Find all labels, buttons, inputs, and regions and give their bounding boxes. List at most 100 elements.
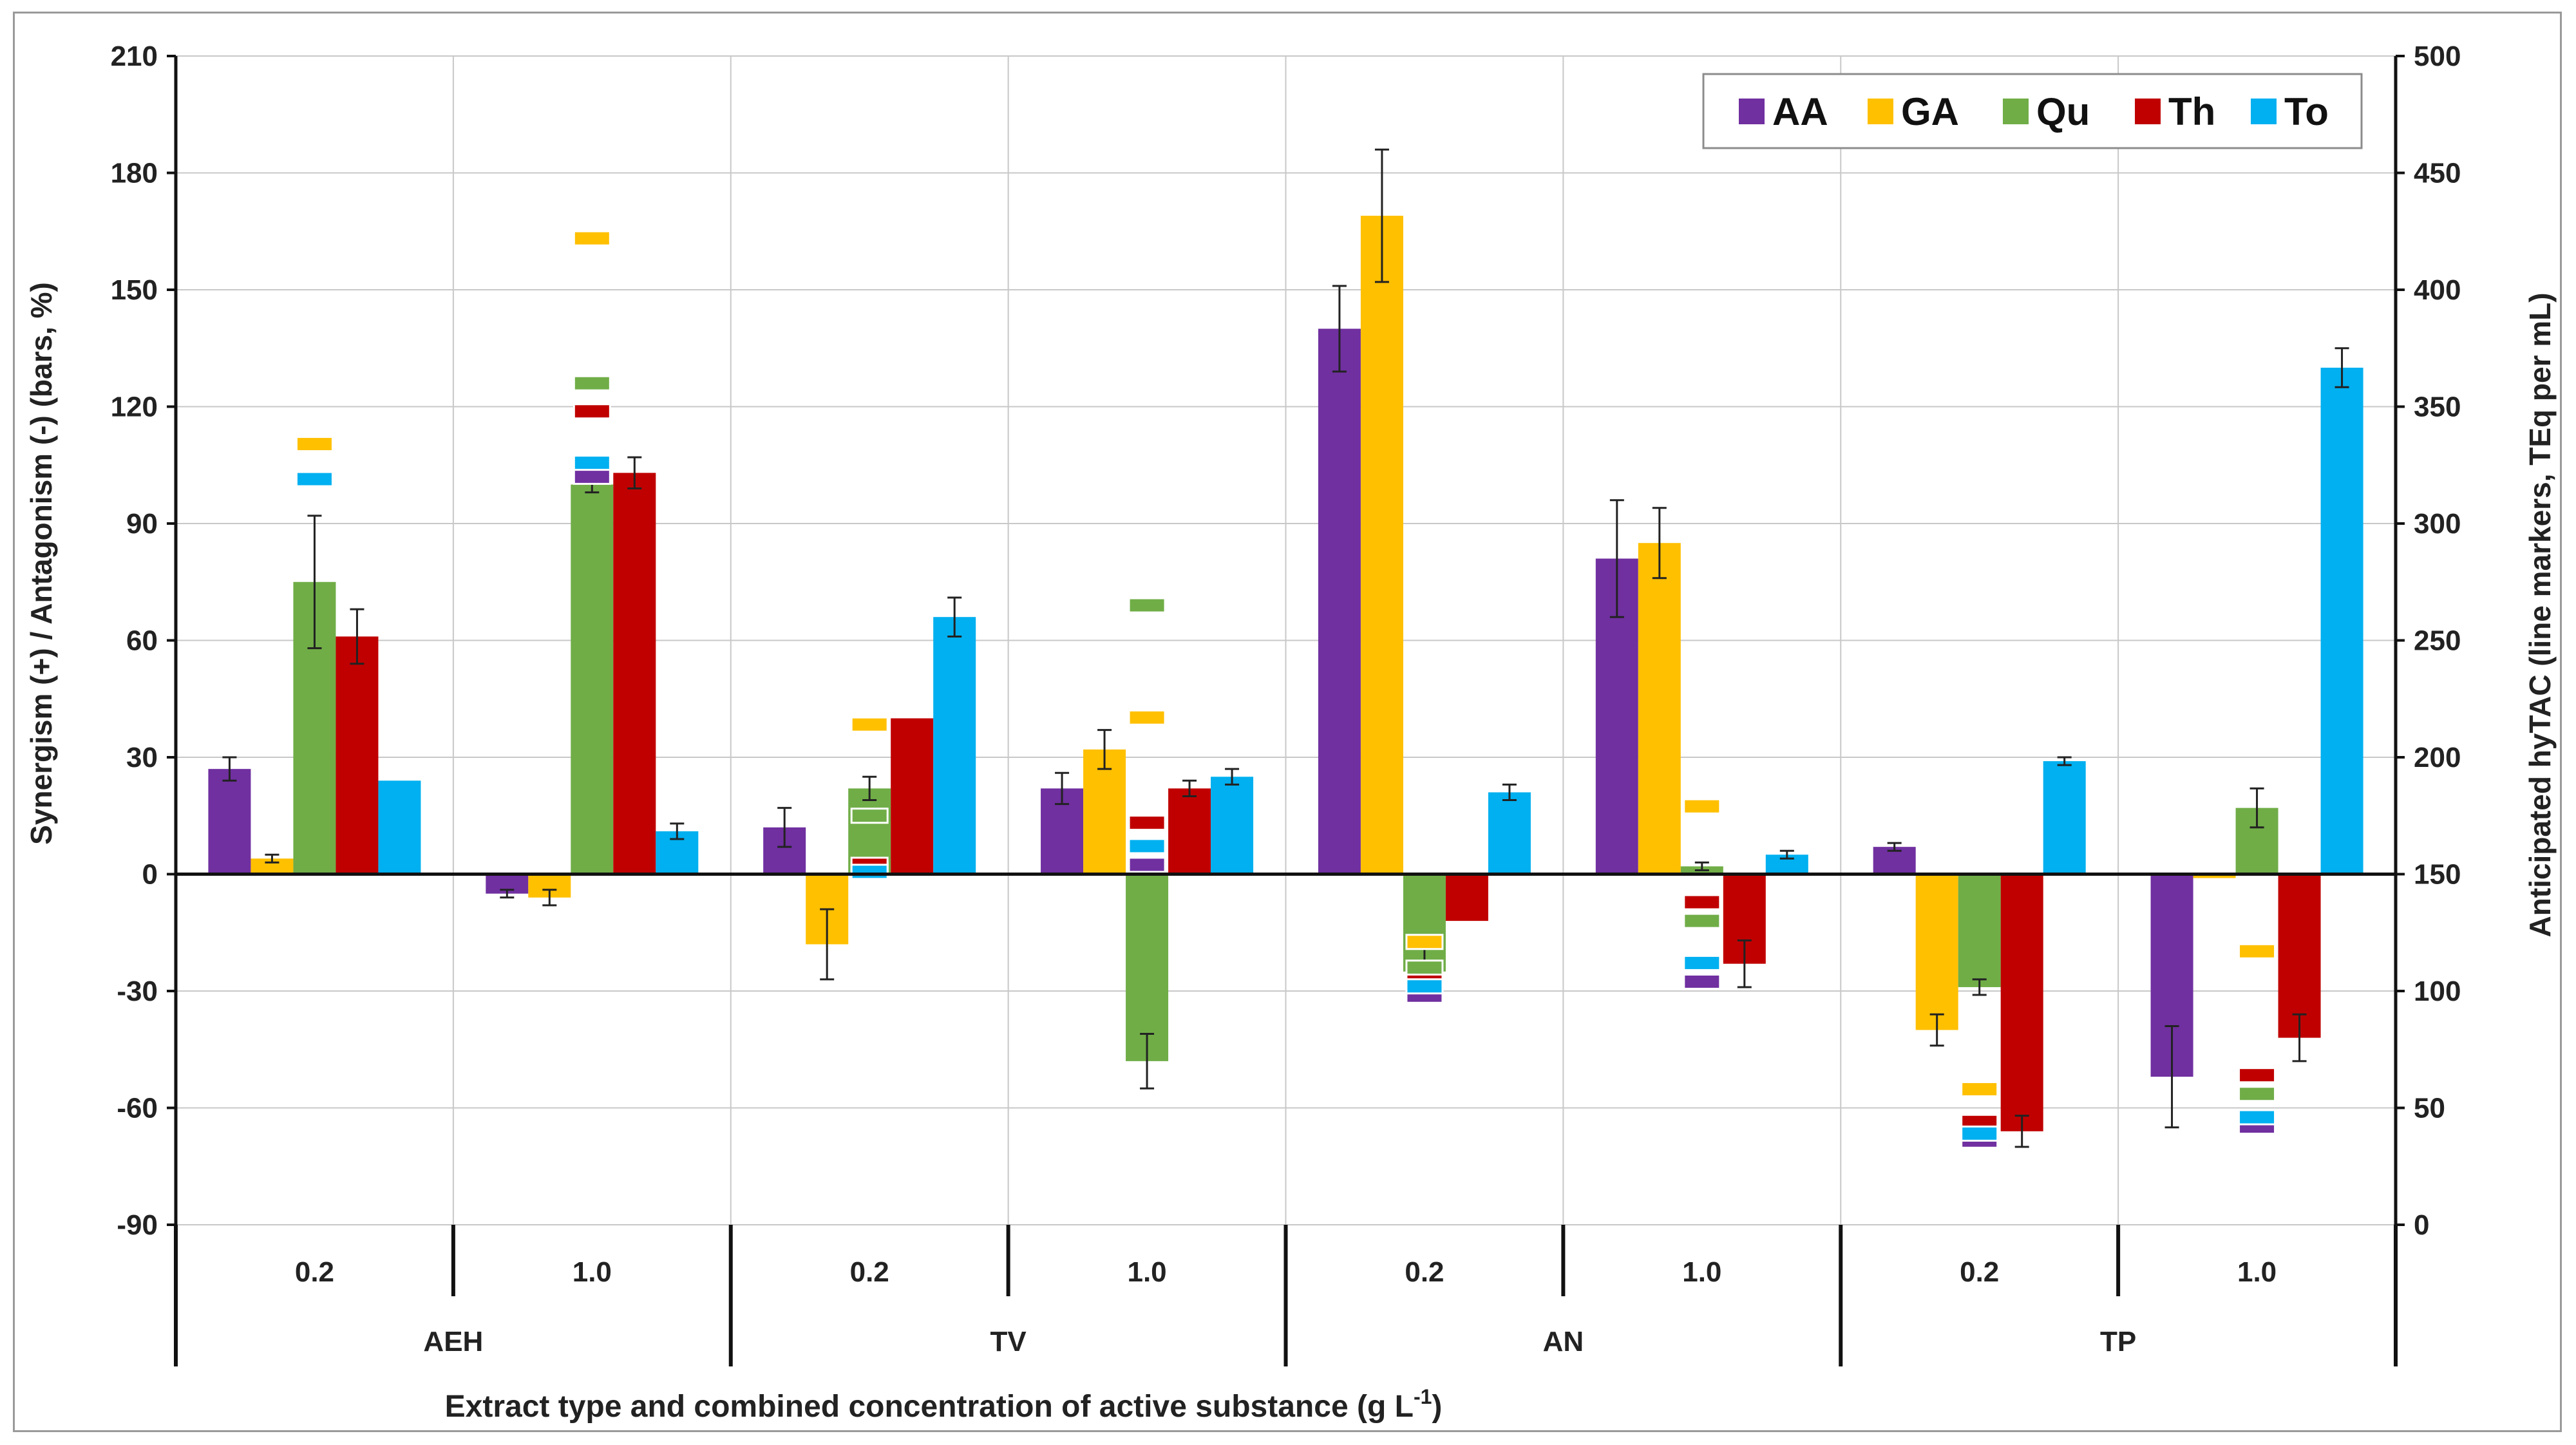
legend-label-aa: AA [1772, 90, 1828, 133]
left-tick-label: 120 [111, 392, 158, 423]
left-tick-label: 0 [142, 859, 158, 891]
bar-th [2000, 874, 2043, 1131]
marker-th [1683, 894, 1721, 911]
right-tick-label: 250 [2414, 625, 2461, 657]
bar-th [1445, 874, 1488, 921]
right-tick-label: 350 [2414, 392, 2461, 423]
right-tick-label: 150 [2414, 859, 2461, 891]
legend-swatch-ga [1868, 99, 1893, 124]
legend-label-to: To [2284, 90, 2329, 133]
marker-qu [2238, 1086, 2277, 1102]
error-bars [222, 148, 2349, 1148]
bar-ga [1638, 543, 1681, 874]
gridlines [176, 55, 2396, 1225]
concentration-label: 1.0 [573, 1256, 612, 1288]
bar-th [1168, 788, 1211, 874]
concentration-label: 0.2 [850, 1256, 889, 1288]
marker-to [573, 455, 611, 471]
bar-ga [2193, 874, 2236, 878]
concentration-label: 0.2 [1960, 1256, 1999, 1288]
marker-qu [1405, 959, 1444, 976]
bars [208, 216, 2363, 1131]
concentration-label: 0.2 [295, 1256, 334, 1288]
legend-swatch-to [2251, 99, 2277, 124]
marker-aa [1683, 973, 1721, 990]
legend-swatch-qu [2003, 99, 2029, 124]
marker-to [2238, 1109, 2277, 1126]
bar-aa [208, 769, 251, 874]
left-tick-label: 150 [111, 274, 158, 306]
marker-ga [1683, 798, 1721, 815]
left-tick-label: 180 [111, 158, 158, 189]
legend-label-th: Th [2168, 90, 2215, 133]
category-axis: 0.2 1.0 0.2 1.0 0.2 1.0 0.2 1.0 AEH TV AN TP [174, 1225, 2398, 1366]
right-tick-label: 50 [2414, 1093, 2445, 1124]
marker-ga [573, 230, 611, 247]
bar-qu [571, 484, 614, 874]
legend: AA GA Qu Th To [1702, 73, 2363, 149]
group-label: AN [1543, 1326, 1584, 1357]
bar-to [1488, 792, 1531, 874]
marker-to [295, 471, 334, 487]
right-axis-label: Anticipated hyTAC (line markers, TEq per… [2523, 292, 2557, 937]
concentration-label: 1.0 [1682, 1256, 1721, 1288]
group-label: TP [2100, 1326, 2136, 1357]
marker-ga [1128, 709, 1166, 726]
bar-ga [1083, 749, 1126, 874]
marker-ga [1405, 934, 1444, 950]
marker-to [1960, 1125, 1999, 1142]
concentration-label: 0.2 [1405, 1256, 1444, 1288]
marker-th [1128, 815, 1166, 831]
bar-th [613, 473, 656, 874]
marker-to [1405, 978, 1444, 995]
marker-qu [850, 808, 889, 824]
bar-to [933, 617, 976, 874]
legend-swatch-aa [1739, 99, 1765, 124]
marker-ga [850, 716, 889, 733]
right-tick-label: 200 [2414, 742, 2461, 773]
right-tick-label: 300 [2414, 508, 2461, 540]
marker-qu [1128, 597, 1166, 614]
legend-swatch-th [2135, 99, 2161, 124]
bar-aa [1318, 328, 1361, 874]
bar-qu [1958, 874, 2001, 987]
bar-to [378, 780, 421, 874]
left-axis-ticks: 210 180 150 120 90 60 30 0 -30 -60 -90 [111, 41, 158, 1241]
right-tick-label: 400 [2414, 274, 2461, 306]
left-tick-label: -60 [117, 1093, 158, 1124]
left-tick-label: -30 [117, 976, 158, 1007]
bar-to [2320, 368, 2363, 874]
marker-aa [573, 468, 611, 485]
concentration-label: 1.0 [1127, 1256, 1166, 1288]
bar-to [1211, 777, 1254, 874]
marker-qu [1683, 912, 1721, 929]
right-tick-label: 0 [2414, 1209, 2429, 1241]
left-tick-label: -90 [117, 1209, 158, 1241]
marker-to [850, 864, 889, 880]
left-tick-label: 90 [126, 508, 158, 540]
legend-label-qu: Qu [2036, 90, 2090, 133]
marker-aa [1128, 856, 1166, 873]
axes [167, 55, 2405, 1226]
marker-ga [295, 436, 334, 453]
bar-to [2043, 761, 2086, 874]
legend-label-ga: GA [1901, 90, 1959, 133]
marker-to [1683, 954, 1721, 971]
bar-th [336, 636, 379, 874]
left-tick-label: 210 [111, 41, 158, 72]
bar-qu [1126, 874, 1169, 1061]
figure-frame [13, 12, 2562, 1432]
x-axis-label-close: ) [1432, 1390, 1442, 1424]
marker-qu [573, 375, 611, 392]
left-axis-label: Synergism (+) / Antagonism (-) (bars, %) [24, 282, 58, 845]
x-axis-label-superscript: -1 [1414, 1385, 1432, 1408]
bar-th [2278, 874, 2321, 1038]
group-label: TV [990, 1326, 1027, 1357]
marker-th [2238, 1067, 2277, 1084]
marker-ga [1960, 1081, 1999, 1097]
marker-th [573, 403, 611, 420]
marker-to [1128, 838, 1166, 855]
right-tick-label: 500 [2414, 41, 2461, 72]
